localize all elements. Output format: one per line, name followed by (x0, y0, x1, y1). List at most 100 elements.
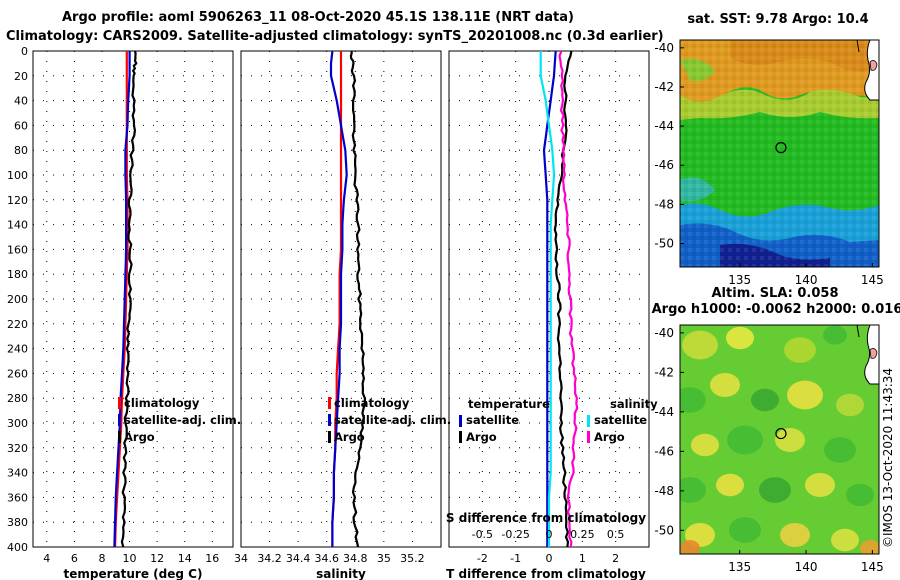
x-tick-label: 6 (71, 552, 78, 565)
sla-blob (824, 437, 856, 463)
depth-tick-label: 240 (7, 343, 28, 356)
depth-tick-label: 320 (7, 442, 28, 455)
legend-swatch-climatology (118, 397, 121, 409)
sla-map-frame (679, 324, 880, 555)
sla-map-ticks: 135 140 145 -40 -42 -44 -46 -48 -50 (654, 326, 883, 574)
legend-swatch-s-satellite (587, 415, 590, 427)
sla-blob (710, 373, 740, 397)
s-diff-tick-label: 0 (546, 528, 553, 541)
sla-blob (729, 517, 761, 543)
map-y-tick-label: -40 (654, 326, 674, 340)
map-y-tick-label: -46 (654, 444, 674, 458)
x-tick-label: 12 (150, 552, 164, 565)
x-tick-label: 10 (123, 552, 137, 565)
argo-location-marker (775, 142, 787, 154)
series-line-t-argo (553, 50, 573, 548)
legend-label-satellite: satellite-adj. clim. (124, 413, 241, 427)
legend-swatch-t-satellite (459, 415, 462, 427)
sla-blob (716, 473, 744, 497)
sst-map-frame (679, 39, 880, 268)
depth-tick-label: 380 (7, 516, 28, 529)
temperature-xlabel: temperature (deg C) (64, 567, 203, 580)
sla-blob (759, 477, 791, 503)
depth-tick-label: 60 (14, 119, 28, 132)
imos-credit: ©IMOS 13-Oct-2020 11:43:34 (881, 368, 895, 548)
legend-label-t-satellite: satellite (466, 413, 519, 427)
sla-map-title: Altim. SLA: 0.058 (712, 286, 839, 301)
sla-blob (775, 428, 805, 452)
x-tick-label: 34.8 (343, 552, 368, 565)
x-tick-label: 34.2 (257, 552, 282, 565)
s-diff-tick-labels: -0.5 -0.25 0 0.25 0.5 (472, 528, 625, 541)
x-tick-label: 0 (546, 552, 553, 565)
x-tick-label: 35.2 (400, 552, 425, 565)
map-x-tick-label: 145 (861, 560, 884, 574)
depth-tick-label: 20 (14, 70, 28, 83)
sla-map (680, 325, 879, 554)
legend-label-s-satellite: satellite (594, 413, 647, 427)
x-tick-labels: 4 6 8 10 12 14 16 34 34.2 34.4 34.6 34.8 35 35.2 -2 -1 0… (43, 552, 619, 565)
sst-map-title: sat. SST: 9.78 Argo: 10.4 (687, 12, 868, 27)
depth-tick-label: 360 (7, 491, 28, 504)
sst-map (680, 40, 879, 267)
series-line-satellite-adj-clim- (329, 50, 348, 547)
legend-swatch-climatology (328, 397, 331, 409)
x-tick-label: 4 (43, 552, 50, 565)
map-x-tick-label: 135 (728, 560, 751, 574)
argo-location-marker (775, 427, 787, 440)
depth-tick-label: 0 (21, 45, 28, 58)
salinity-legend: climatology satellite-adj. clim. Argo (328, 396, 451, 444)
sla-blob (682, 330, 718, 360)
map-x-tick-label: 135 (728, 273, 751, 287)
map-y-tick-label: -44 (654, 119, 674, 133)
sla-blob (860, 540, 879, 554)
x-tick-label: 34 (234, 552, 248, 565)
sla-blob (805, 473, 835, 497)
tdiff-xlabel: T difference from climatology (446, 567, 646, 580)
series-line-t-satellite (542, 50, 557, 547)
legend-header-temperature: temperature (468, 397, 550, 411)
s-diff-tick-label: -0.25 (501, 528, 529, 541)
x-tick-label: 35 (377, 552, 391, 565)
legend-swatch-s-argo (587, 431, 590, 443)
map-y-tick-label: -40 (654, 41, 674, 55)
depth-tick-label: 280 (7, 392, 28, 405)
sla-blob (836, 393, 864, 417)
map-x-tick-label: 140 (795, 273, 818, 287)
map-y-tick-label: -50 (654, 237, 674, 251)
sla-blob (784, 337, 816, 363)
sla-blob (823, 325, 847, 345)
legend-swatch-argo (328, 431, 331, 443)
header-title-line1: Argo profile: aoml 5906263_11 08-Oct-202… (62, 10, 574, 25)
legend-swatch-t-argo (459, 431, 462, 443)
depth-tick-label: 200 (7, 293, 28, 306)
sla-blob (751, 388, 779, 412)
map-y-tick-label: -42 (654, 365, 674, 379)
map-y-tick-label: -48 (654, 484, 674, 498)
depth-tick-label: 160 (7, 243, 28, 256)
depth-tick-label: 220 (7, 318, 28, 331)
depth-tick-label: 140 (7, 219, 28, 232)
depth-tick-label: 300 (7, 417, 28, 430)
sla-blob (727, 425, 763, 455)
map-y-tick-label: -50 (654, 523, 674, 537)
legend-label-argo: Argo (334, 430, 365, 444)
series-line-satellite-adj-clim- (113, 51, 131, 548)
sla-blob (726, 326, 754, 350)
sla-blob (846, 483, 874, 507)
sla-blob (787, 380, 823, 410)
s-diff-tick-label: -0.5 (472, 528, 493, 541)
sla-blob (680, 477, 706, 503)
depth-tick-label: 400 (7, 541, 28, 554)
sla-map-subtitle: Argo h1000: -0.0062 h2000: 0.016 (652, 302, 900, 317)
x-tick-label: 34.4 (286, 552, 311, 565)
map-x-tick-label: 140 (795, 560, 818, 574)
difference-legend: temperature salinity satellite Argo sate… (459, 397, 658, 444)
x-tick-label: 1 (579, 552, 586, 565)
map-x-tick-label: 145 (861, 273, 884, 287)
salinity-xlabel: salinity (316, 567, 366, 580)
map-y-tick-label: -44 (654, 405, 674, 419)
series-line-s-satellite (539, 51, 556, 547)
x-tick-label: 14 (178, 552, 192, 565)
legend-label-s-argo: Argo (594, 430, 625, 444)
